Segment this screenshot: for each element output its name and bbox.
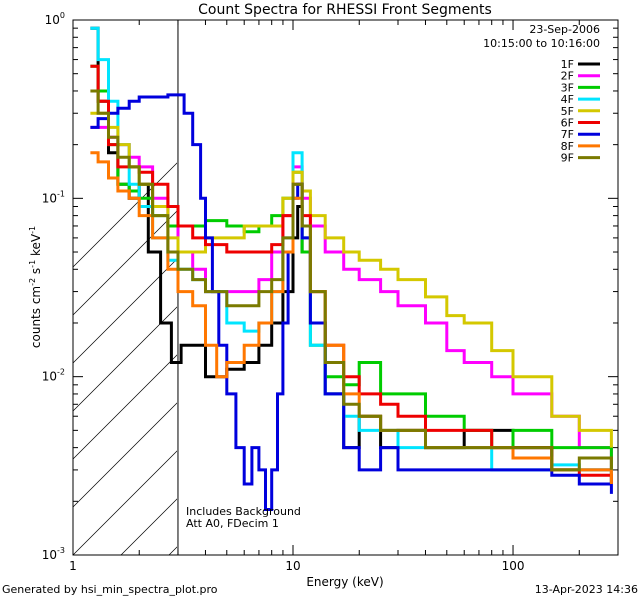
series-layer [90, 26, 613, 511]
axis-layer: 1 10 100 10-3 10-2 10-1 100 [42, 11, 619, 573]
legend-label-6F: 6F [561, 117, 574, 130]
hatch-line [265, 0, 640, 555]
legend-label-4F: 4F [561, 93, 574, 106]
chart-title: Count Spectra for RHESSI Front Segments [198, 2, 492, 18]
y-axis-label: counts cm-2 s-1 keV-1 [28, 226, 43, 348]
attenuator-note: Att A0, FDecim 1 [186, 517, 279, 530]
legend-label-5F: 5F [561, 105, 574, 118]
y-tick-label: 10-2 [42, 368, 65, 384]
series-line-2F [90, 125, 613, 470]
x-tick-label: 100 [502, 559, 525, 573]
legend-label-9F: 9F [561, 152, 574, 165]
background-note: Includes Background [186, 505, 301, 518]
x-axis-label: Energy (keV) [306, 575, 383, 589]
hatch-line [73, 258, 177, 364]
hatch-line [73, 450, 177, 555]
timestamp-label: 13-Apr-2023 14:36 [534, 583, 638, 596]
date-label: 23-Sep-2006 [529, 23, 600, 36]
legend-label-1F: 1F [561, 58, 574, 71]
plot-frame [72, 19, 619, 556]
hatch-line [313, 0, 640, 555]
series-line-7F [90, 93, 613, 511]
generated-by-label: Generated by hsi_min_spectra_plot.pro [2, 583, 218, 596]
series-line-6F [90, 64, 613, 484]
y-tick-label: 10-3 [42, 546, 65, 562]
hatch-line [73, 402, 177, 508]
hatch-line [73, 210, 177, 316]
hatch-line [73, 354, 177, 460]
series-line-5F [90, 111, 613, 448]
hatch-line [601, 0, 640, 555]
x-tick-label: 10 [285, 559, 300, 573]
y-tick-label: 100 [45, 11, 65, 27]
series-line-9F [90, 89, 613, 472]
time-range-label: 10:15:00 to 10:16:00 [483, 37, 600, 50]
legend-label-8F: 8F [561, 140, 574, 153]
hatch-line [217, 0, 640, 555]
below-threshold-hatch [73, 0, 640, 555]
legend-label-7F: 7F [561, 128, 574, 141]
y-tick-label: 10-1 [42, 189, 65, 205]
hatch-line [361, 0, 640, 555]
x-tick-label: 1 [69, 559, 77, 573]
legend-label-2F: 2F [561, 70, 574, 83]
legend-label-3F: 3F [561, 81, 574, 94]
hatch-line [409, 0, 640, 555]
